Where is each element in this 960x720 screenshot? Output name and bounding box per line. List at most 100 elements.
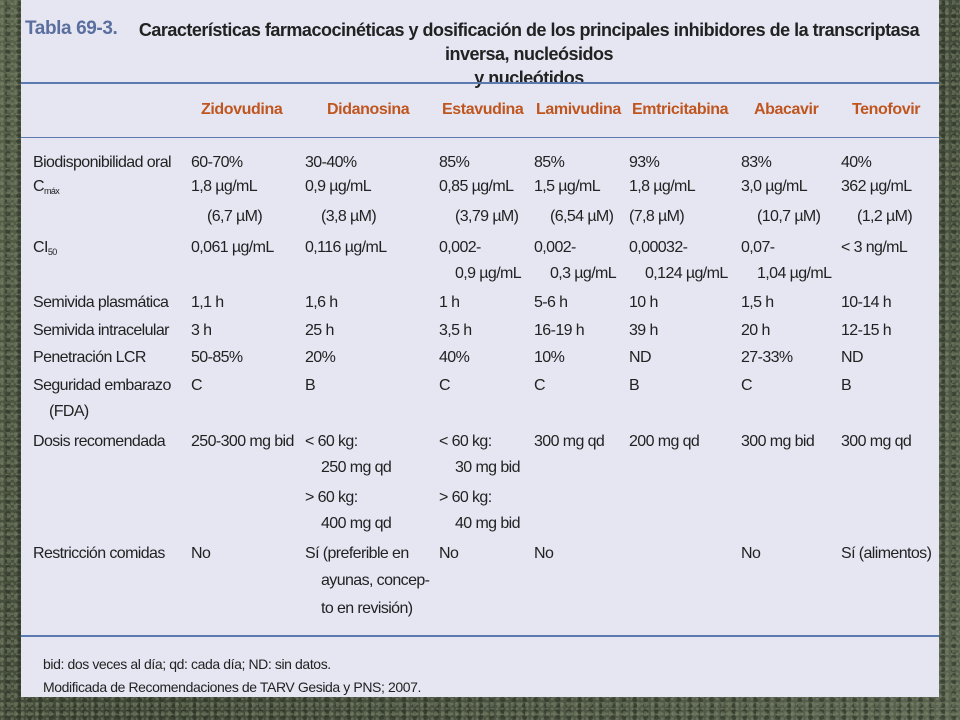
footnote-abbreviations: bid: dos veces al día; qd: cada día; ND:…: [43, 656, 331, 672]
cell-dosis-didanosina-1: < 60 kg:: [305, 433, 358, 450]
column-header-abacavir: Abacavir: [754, 101, 819, 118]
cell-bio-abacavir: 83%: [741, 154, 772, 171]
cell-restr-didanosina-3: to en revisión): [321, 600, 413, 617]
cell-lcr-abacavir: 27-33%: [741, 349, 793, 366]
row-label-dosis: Dosis recomendada: [33, 433, 166, 450]
cell-semipl-emtricitabina: 10 h: [629, 294, 658, 311]
cell-cmax-tenofovir: 362 µg/mL: [841, 178, 912, 195]
cell-ci50-2-abacavir: 1,04 µg/mL: [757, 265, 832, 282]
cell-semiin-lamivudina: 16-19 h: [534, 322, 585, 339]
cell-dosis-zidovudina: 250-300 mg bid: [191, 433, 294, 450]
row-label-semivida-intracelular: Semivida intracelular: [33, 322, 170, 339]
cell-ci50-2-lamivudina: 0,3 µg/mL: [550, 265, 617, 282]
row-label-ci50: CI50: [33, 239, 57, 257]
cell-cmax-um-tenofovir: (1,2 µM): [857, 208, 913, 225]
cell-dosis-estavudina-3: > 60 kg:: [439, 489, 492, 506]
cell-lcr-didanosina: 20%: [305, 349, 336, 366]
cell-lcr-lamivudina: 10%: [534, 349, 565, 366]
column-header-emtricitabina: Emtricitabina: [632, 101, 729, 118]
cell-lcr-estavudina: 40%: [439, 349, 470, 366]
cell-dosis-lamivudina: 300 mg qd: [534, 433, 605, 450]
cell-bio-estavudina: 85%: [439, 154, 470, 171]
cell-seg-didanosina: B: [305, 377, 316, 394]
cell-semipl-didanosina: 1,6 h: [305, 294, 338, 311]
footer-rule: [21, 635, 939, 637]
cell-cmax-um-estavudina: (3,79 µM): [455, 208, 519, 225]
cell-ci50-lamivudina: 0,002-: [534, 239, 576, 256]
cell-dosis-didanosina-4: 400 mg qd: [321, 515, 392, 532]
cell-cmax-didanosina: 0,9 µg/mL: [305, 178, 372, 195]
cell-dosis-estavudina-2: 30 mg bid: [455, 459, 520, 476]
cell-bio-tenofovir: 40%: [841, 154, 872, 171]
row-label-biodisponibilidad: Biodisponibilidad oral: [33, 154, 172, 171]
cell-ci50-emtricitabina: 0,00032-: [629, 239, 688, 256]
cell-semiin-abacavir: 20 h: [741, 322, 770, 339]
cell-cmax-emtricitabina: 1,8 µg/mL: [629, 178, 696, 195]
cell-dosis-didanosina-2: 250 mg qd: [321, 459, 392, 476]
cell-bio-lamivudina: 85%: [534, 154, 565, 171]
cell-bio-zidovudina: 60-70%: [191, 154, 243, 171]
cell-seg-abacavir: C: [741, 377, 753, 394]
column-header-zidovudina: Zidovudina: [201, 101, 283, 118]
cell-seg-zidovudina: C: [191, 377, 203, 394]
cell-dosis-tenofovir: 300 mg qd: [841, 433, 912, 450]
cell-restr-tenofovir: Sí (alimentos): [841, 545, 932, 562]
cell-semiin-emtricitabina: 39 h: [629, 322, 658, 339]
cell-semiin-tenofovir: 12-15 h: [841, 322, 892, 339]
cell-bio-didanosina: 30-40%: [305, 154, 357, 171]
cell-restr-didanosina-2: ayunas, concep-: [321, 572, 430, 589]
cell-semipl-tenofovir: 10-14 h: [841, 294, 892, 311]
cell-restr-abacavir: No: [741, 545, 761, 562]
cell-bio-emtricitabina: 93%: [629, 154, 660, 171]
column-header-estavudina: Estavudina: [442, 101, 524, 118]
cell-lcr-tenofovir: ND: [841, 349, 864, 366]
cell-restr-zidovudina: No: [191, 545, 211, 562]
table-title-line2: y nucleótidos: [474, 68, 584, 88]
cell-ci50-didanosina: 0,116 µg/mL: [305, 239, 387, 256]
header-rule: [21, 137, 939, 138]
cell-dosis-emtricitabina: 200 mg qd: [629, 433, 700, 450]
cell-seg-estavudina: C: [439, 377, 451, 394]
cell-lcr-emtricitabina: ND: [629, 349, 652, 366]
cell-ci50-estavudina: 0,002-: [439, 239, 481, 256]
cell-semiin-zidovudina: 3 h: [191, 322, 212, 339]
cell-cmax-abacavir: 3,0 µg/mL: [741, 178, 808, 195]
row-label-seguridad-fda: (FDA): [49, 403, 89, 420]
table-title-block: Tabla 69-3. Características farmacocinét…: [21, 0, 939, 88]
cell-cmax-zidovudina: 1,8 µg/mL: [191, 178, 258, 195]
title-rule: [21, 82, 939, 84]
cell-dosis-didanosina-3: > 60 kg:: [305, 489, 358, 506]
column-header-didanosina: Didanosina: [327, 101, 410, 118]
cell-dosis-abacavir: 300 mg bid: [741, 433, 815, 450]
cell-cmax-um-abacavir: (10,7 µM): [757, 208, 821, 225]
cell-cmax-um-zidovudina: (6,7 µM): [207, 208, 263, 225]
cell-cmax-lamivudina: 1,5 µg/mL: [534, 178, 601, 195]
row-label-restriccion: Restricción comidas: [33, 545, 165, 562]
cell-dosis-estavudina-4: 40 mg bid: [455, 515, 520, 532]
cell-semiin-didanosina: 25 h: [305, 322, 334, 339]
column-header-tenofovir: Tenofovir: [852, 101, 921, 118]
cell-ci50-zidovudina: 0,061 µg/mL: [191, 239, 274, 256]
row-label-semivida-plasmatica: Semivida plasmática: [33, 294, 169, 311]
cell-cmax-um-lamivudina: (6,54 µM): [550, 208, 614, 225]
cell-cmax-um-emtricitabina: (7,8 µM): [629, 208, 685, 225]
cell-seg-lamivudina: C: [534, 377, 546, 394]
row-label-penetracion-lcr: Penetración LCR: [33, 349, 146, 366]
table-page: Tabla 69-3. Características farmacocinét…: [21, 0, 939, 697]
cell-dosis-estavudina-1: < 60 kg:: [439, 433, 492, 450]
row-label-cmax: Cmáx: [33, 178, 60, 196]
table-title: Características farmacocinéticas y dosif…: [123, 18, 935, 90]
cell-semipl-estavudina: 1 h: [439, 294, 460, 311]
column-header-lamivudina: Lamivudina: [536, 101, 621, 118]
cell-semipl-abacavir: 1,5 h: [741, 294, 774, 311]
table-title-line1: Características farmacocinéticas y dosif…: [138, 20, 920, 64]
row-label-seguridad-embarazo: Seguridad embarazo: [33, 377, 171, 394]
footnote-source: Modificada de Recomendaciones de TARV Ge…: [43, 679, 421, 695]
cell-cmax-estavudina: 0,85 µg/mL: [439, 178, 514, 195]
table-number: Tabla 69-3.: [25, 18, 118, 39]
cell-semipl-zidovudina: 1,1 h: [191, 294, 224, 311]
cell-ci50-2-estavudina: 0,9 µg/mL: [455, 265, 522, 282]
cell-restr-lamivudina: No: [534, 545, 554, 562]
cell-cmax-um-didanosina: (3,8 µM): [321, 208, 377, 225]
cell-semiin-estavudina: 3,5 h: [439, 322, 472, 339]
